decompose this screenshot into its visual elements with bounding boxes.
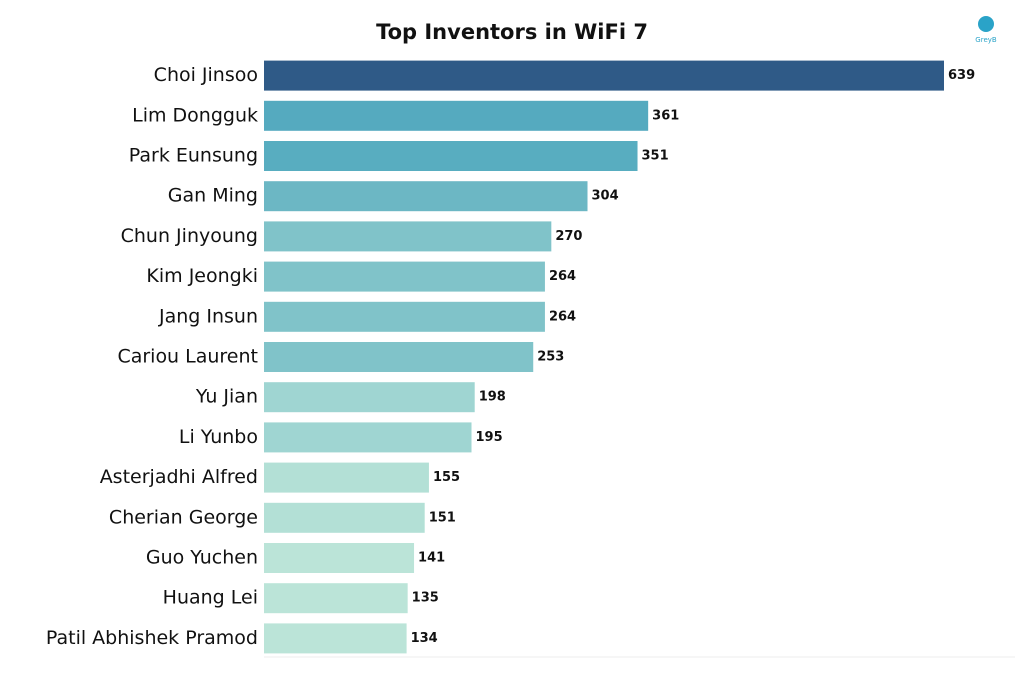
value-label: 264 [549,269,576,284]
value-label: 253 [537,350,564,365]
bar [264,583,408,614]
bar [264,221,552,252]
bar [264,301,545,332]
value-label: 151 [429,510,456,525]
value-label: 135 [412,591,439,606]
logo-icon [978,16,994,32]
category-label: Cherian George [109,506,258,528]
value-label: 134 [411,631,438,646]
category-label: Cariou Laurent [117,346,258,368]
bar [264,60,944,91]
category-label: Kim Jeongki [146,265,258,287]
bar [264,261,545,292]
value-label: 351 [642,149,669,164]
category-label: Park Eunsung [129,145,258,167]
value-label: 155 [433,470,460,485]
bar [264,502,425,533]
value-label: 639 [948,68,975,83]
category-label: Choi Jinsoo [154,64,258,86]
category-label: Chun Jinyoung [121,225,258,247]
category-label: Huang Lei [163,587,258,609]
bar [264,181,588,212]
category-label: Li Yunbo [179,426,258,448]
bar [264,543,415,573]
value-label: 198 [479,390,506,405]
bar [264,342,534,372]
chart-title: Top Inventors in WiFi 7 [376,20,648,44]
category-label: Lim Dongguk [132,104,258,126]
category-label: Jang Insun [158,305,258,327]
value-label: 361 [652,108,679,123]
bar [264,141,638,171]
value-label: 264 [549,309,576,324]
category-label: Yu Jian [195,386,258,408]
bar [264,623,407,654]
category-label: Patil Abhishek Pramod [46,627,258,649]
value-label: 304 [592,189,619,204]
value-label: 141 [418,551,445,566]
category-label: Asterjadhi Alfred [100,466,258,488]
bar [264,100,649,131]
logo: GreyB [975,36,997,44]
category-label: Guo Yuchen [146,547,258,569]
bar [264,422,472,453]
value-label: 270 [555,229,582,244]
bar [264,382,475,413]
category-label: Gan Ming [168,185,258,207]
value-label: 195 [476,430,503,445]
bar [264,462,429,493]
